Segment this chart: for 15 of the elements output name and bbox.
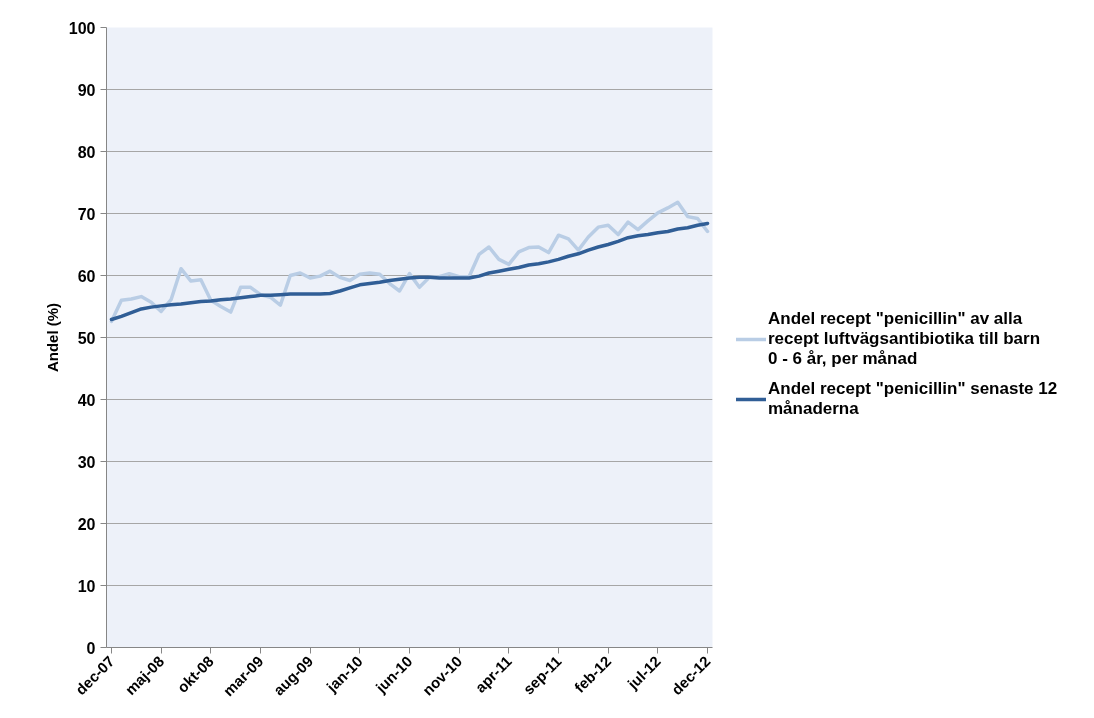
y-tick-label: 60 (77, 267, 96, 285)
y-tick-label: 20 (77, 515, 96, 533)
y-axis-title: Andel (%) (43, 302, 61, 373)
y-tick-label: 70 (77, 205, 96, 223)
line-series (109, 221, 710, 322)
y-tick-label: 30 (77, 453, 96, 471)
y-tick-label: 10 (77, 577, 96, 595)
y-tick-label: 40 (77, 391, 96, 409)
y-tick-label: 100 (68, 19, 96, 37)
y-tick-label: 90 (77, 81, 96, 99)
y-tick-label: 50 (77, 329, 96, 347)
y-tick-label: 80 (77, 143, 96, 161)
y-tick-label: 0 (86, 639, 96, 657)
legend-label: Andel recept "penicillin" senaste 12 månaderna (768, 379, 1058, 419)
legend-label: Andel recept "penicillin" av alla recept luftvägsantibiotika till barn 0 - 6 år, per månad (768, 309, 1041, 369)
